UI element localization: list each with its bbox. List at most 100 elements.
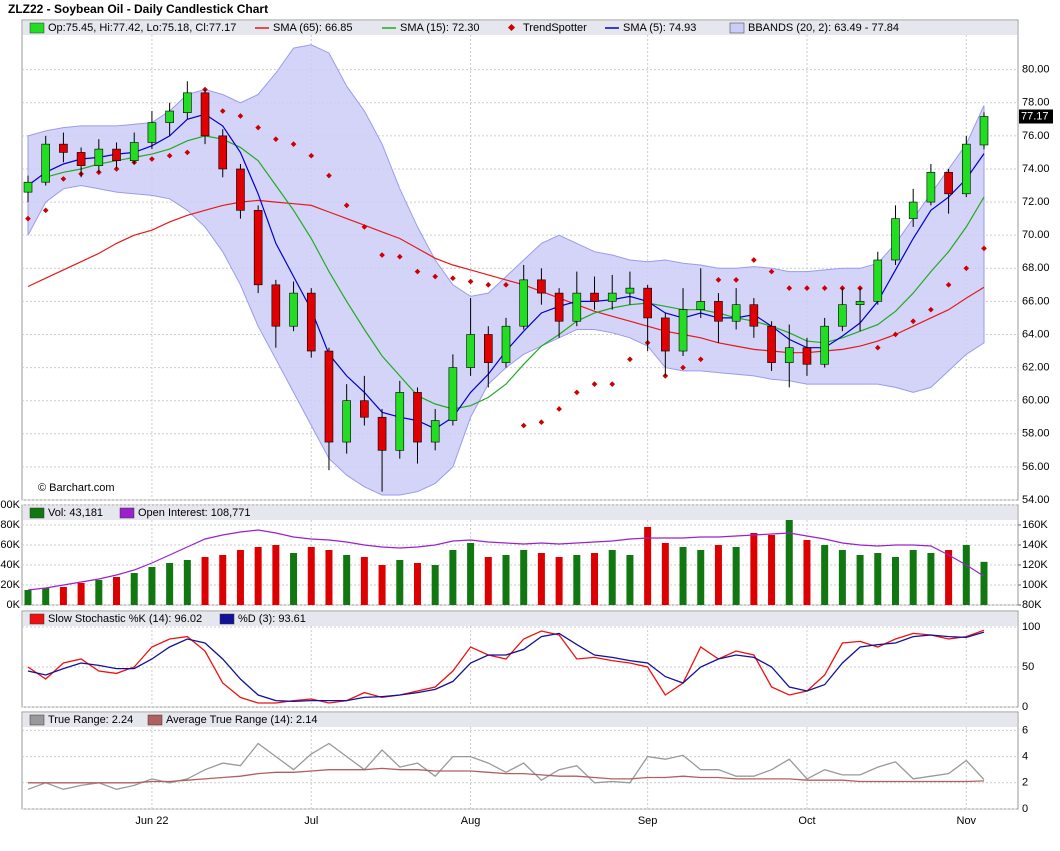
volume-bar bbox=[874, 553, 882, 605]
volume-bar bbox=[714, 545, 722, 605]
legend-icon bbox=[29, 507, 45, 519]
candle-body bbox=[253, 210, 263, 286]
candle-body bbox=[483, 334, 493, 363]
y-tick-label: 20K bbox=[0, 579, 20, 591]
volume-bar bbox=[856, 555, 864, 605]
candle-body bbox=[802, 347, 812, 365]
candle-body bbox=[289, 292, 298, 327]
y-tick-label: 40K bbox=[0, 559, 20, 571]
y-tick-label: 74.00 bbox=[1022, 163, 1050, 175]
trend-dot bbox=[591, 381, 598, 387]
trend-dot bbox=[520, 422, 527, 429]
volume-bar bbox=[378, 565, 386, 605]
trend-dot bbox=[326, 172, 332, 179]
legend-icon bbox=[147, 714, 163, 726]
x-tick-label: Nov bbox=[957, 815, 977, 827]
trend-dot bbox=[892, 331, 899, 338]
volume-bar bbox=[750, 533, 758, 605]
trend-dot bbox=[450, 275, 456, 282]
trend-dot bbox=[25, 215, 31, 222]
y-tick-label: 76.00 bbox=[1022, 130, 1050, 142]
y-tick-label: 78.00 bbox=[1022, 97, 1050, 109]
trend-dot bbox=[963, 265, 970, 272]
candle-body bbox=[891, 218, 900, 261]
legend-icon bbox=[29, 613, 45, 625]
legend-label: True Range: 2.24 bbox=[48, 714, 133, 726]
trend-dot bbox=[680, 364, 686, 371]
volume-bar bbox=[555, 557, 563, 605]
candle-body bbox=[76, 152, 86, 166]
candle-body bbox=[413, 392, 422, 443]
volume-bar bbox=[42, 588, 50, 605]
y-tick-label: 62.00 bbox=[1022, 361, 1050, 373]
candle-body bbox=[590, 292, 599, 302]
legend-label: Vol: 43,181 bbox=[48, 507, 103, 519]
candle-body bbox=[625, 287, 635, 294]
legend-label: Open Interest: 108,771 bbox=[138, 507, 251, 519]
volume-bar bbox=[980, 561, 988, 605]
candle-body bbox=[360, 400, 369, 418]
volume-bar bbox=[626, 555, 634, 605]
trend-dot bbox=[219, 108, 226, 114]
trend-dot bbox=[556, 406, 562, 412]
candle-body bbox=[838, 304, 847, 327]
volume-bar bbox=[697, 550, 705, 605]
volume-bar bbox=[644, 527, 652, 605]
legend-icon bbox=[29, 22, 45, 34]
volume-bar bbox=[24, 590, 32, 605]
candle-body bbox=[926, 171, 936, 203]
legend-label: SMA (15): 72.30 bbox=[400, 22, 480, 34]
trend-dot bbox=[928, 306, 934, 313]
volume-bar bbox=[431, 565, 439, 605]
legend-strip bbox=[23, 612, 1017, 626]
y-tick-label: 0 bbox=[1022, 701, 1028, 713]
candle-body bbox=[537, 279, 546, 294]
legend-label: BBANDS (20, 2): 63.49 - 77.84 bbox=[748, 22, 899, 34]
candle-body bbox=[306, 292, 316, 352]
volume-bar bbox=[59, 587, 67, 605]
y-tick-label: 72.00 bbox=[1022, 196, 1050, 208]
legend-icon bbox=[729, 22, 745, 34]
legend-strip bbox=[23, 713, 1017, 727]
trend-dot bbox=[273, 136, 279, 143]
x-tick-label: Jul bbox=[304, 815, 318, 827]
volume-bar bbox=[343, 555, 351, 605]
y-tick-label: 50 bbox=[1022, 661, 1034, 673]
y-tick-label: 60K bbox=[0, 539, 20, 551]
x-tick-label: Sep bbox=[638, 815, 658, 827]
candle-body bbox=[41, 143, 51, 183]
copyright: © Barchart.com bbox=[38, 482, 115, 494]
candle-body bbox=[129, 142, 139, 161]
trend-dot bbox=[627, 356, 633, 363]
trend-dot bbox=[573, 389, 580, 396]
trend-dot bbox=[503, 281, 509, 288]
volume-bar bbox=[183, 560, 191, 605]
volume-bar bbox=[608, 550, 616, 605]
series-line bbox=[27, 529, 985, 591]
candle-body bbox=[466, 334, 475, 368]
y2-tick-label: 100K bbox=[1022, 579, 1048, 591]
trend-dot bbox=[255, 124, 261, 131]
trend-dot bbox=[538, 419, 545, 426]
volume-bar bbox=[396, 560, 404, 605]
candle-body bbox=[147, 122, 157, 143]
candle-body bbox=[731, 304, 741, 322]
trend-dot bbox=[184, 149, 191, 156]
series-line bbox=[27, 631, 985, 703]
candle-body bbox=[961, 143, 971, 195]
volume-bar bbox=[732, 547, 740, 605]
y-tick-label: 100K bbox=[0, 499, 21, 511]
candle-body bbox=[873, 259, 883, 302]
candle-body bbox=[236, 168, 245, 211]
candle-body bbox=[324, 350, 334, 443]
volume-bar bbox=[95, 580, 103, 605]
legend-strip bbox=[23, 506, 1017, 520]
trend-dot bbox=[733, 277, 739, 283]
volume-bar bbox=[679, 547, 687, 605]
volume-bar bbox=[290, 553, 298, 605]
candle-body bbox=[607, 292, 617, 302]
volume-bar bbox=[803, 540, 811, 605]
volume-bar bbox=[768, 535, 776, 605]
y-tick-label: 66.00 bbox=[1022, 295, 1050, 307]
